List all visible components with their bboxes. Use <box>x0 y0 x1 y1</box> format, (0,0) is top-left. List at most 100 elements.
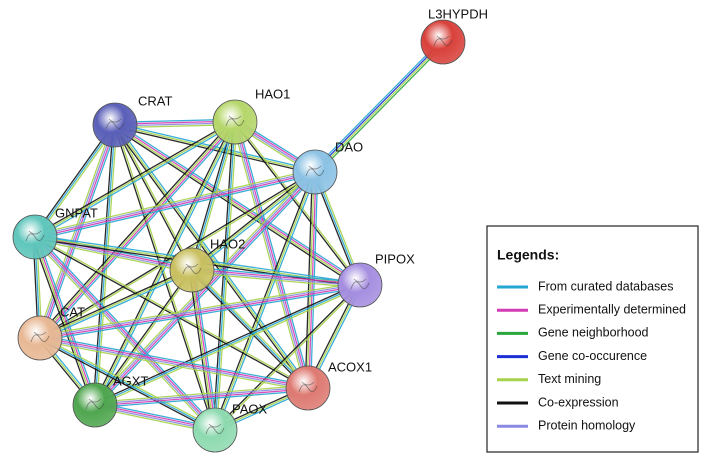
edge <box>35 235 309 388</box>
node-label: ACOX1 <box>328 359 372 374</box>
edge <box>41 123 238 341</box>
edge <box>316 43 446 175</box>
edge <box>95 390 309 409</box>
edge <box>95 388 309 407</box>
edge <box>192 268 361 285</box>
edge <box>213 283 360 430</box>
edge <box>35 172 316 239</box>
edge <box>190 270 308 390</box>
edge <box>41 125 119 340</box>
edge <box>40 335 217 429</box>
structure-icon <box>105 118 125 130</box>
edge <box>115 122 316 171</box>
edge <box>233 122 308 389</box>
edge <box>191 269 309 389</box>
edge <box>113 125 215 431</box>
edge <box>40 271 194 341</box>
edge <box>34 168 315 236</box>
edge <box>192 172 317 272</box>
edge <box>233 122 360 286</box>
edge <box>190 170 315 270</box>
edge <box>32 238 214 433</box>
edge <box>39 269 193 339</box>
edge <box>95 286 362 408</box>
edge <box>36 234 218 429</box>
edge <box>192 266 361 283</box>
legend-label: Experimentally determined <box>538 302 686 316</box>
edge <box>235 121 310 388</box>
edge <box>231 122 307 389</box>
edge <box>191 171 316 271</box>
edge <box>95 172 317 407</box>
edge <box>40 287 361 342</box>
node-label: GNPAT <box>55 205 98 220</box>
edge <box>116 122 362 284</box>
edge <box>36 235 99 405</box>
node-label: HAO2 <box>210 236 245 251</box>
edge <box>96 173 318 408</box>
edge <box>38 267 192 337</box>
edge <box>33 123 115 237</box>
edge <box>93 269 192 405</box>
legend-label: Text mining <box>538 372 601 386</box>
edge <box>94 384 308 403</box>
edge <box>40 122 237 340</box>
edge <box>236 121 312 388</box>
structure-icon <box>205 423 225 435</box>
edge <box>215 285 362 432</box>
edge <box>38 124 115 338</box>
edge <box>37 119 234 337</box>
node-label: PAOX <box>232 401 267 416</box>
edge <box>192 269 217 430</box>
edge <box>113 125 192 271</box>
edge <box>191 270 360 287</box>
node-label: HAO1 <box>255 86 290 101</box>
node-label: L3HYPDH <box>428 6 488 21</box>
edge <box>38 120 235 338</box>
edge <box>313 40 443 172</box>
legend-title: Legends: <box>497 247 559 263</box>
edge <box>94 284 361 406</box>
edge <box>35 173 316 241</box>
structure-icon <box>30 331 50 343</box>
node-label: PIPOX <box>375 251 415 266</box>
edge <box>40 285 361 340</box>
edge <box>190 270 215 431</box>
legend-label: Co-expression <box>538 395 619 409</box>
edge <box>34 170 315 237</box>
edge <box>115 123 361 285</box>
edge <box>33 119 235 237</box>
legend-label: Gene neighborhood <box>538 326 649 340</box>
edge <box>35 235 193 270</box>
structure-icon <box>433 35 453 47</box>
edge <box>312 39 442 171</box>
edge <box>35 236 97 405</box>
edge <box>191 272 360 289</box>
edge <box>34 239 192 274</box>
edge <box>39 337 216 431</box>
legend-label: From curated databases <box>538 279 674 293</box>
legend-label: Protein homology <box>538 418 636 432</box>
edge <box>94 386 308 405</box>
structure-icon <box>305 165 325 177</box>
edge <box>35 122 237 240</box>
edge <box>114 125 360 287</box>
structure-icon <box>25 230 45 242</box>
edge <box>40 125 117 339</box>
node-label: AGXT <box>113 373 148 388</box>
structure-icon <box>225 115 245 127</box>
edge <box>35 125 117 239</box>
edge <box>95 270 194 406</box>
edge <box>115 124 217 430</box>
structure-icon <box>182 263 202 275</box>
edge <box>40 334 309 386</box>
edge <box>188 270 213 431</box>
edge <box>40 336 309 388</box>
edge <box>39 338 308 390</box>
structure-icon <box>85 398 105 410</box>
edge <box>315 42 445 174</box>
edge <box>114 126 315 175</box>
edge <box>33 237 95 406</box>
